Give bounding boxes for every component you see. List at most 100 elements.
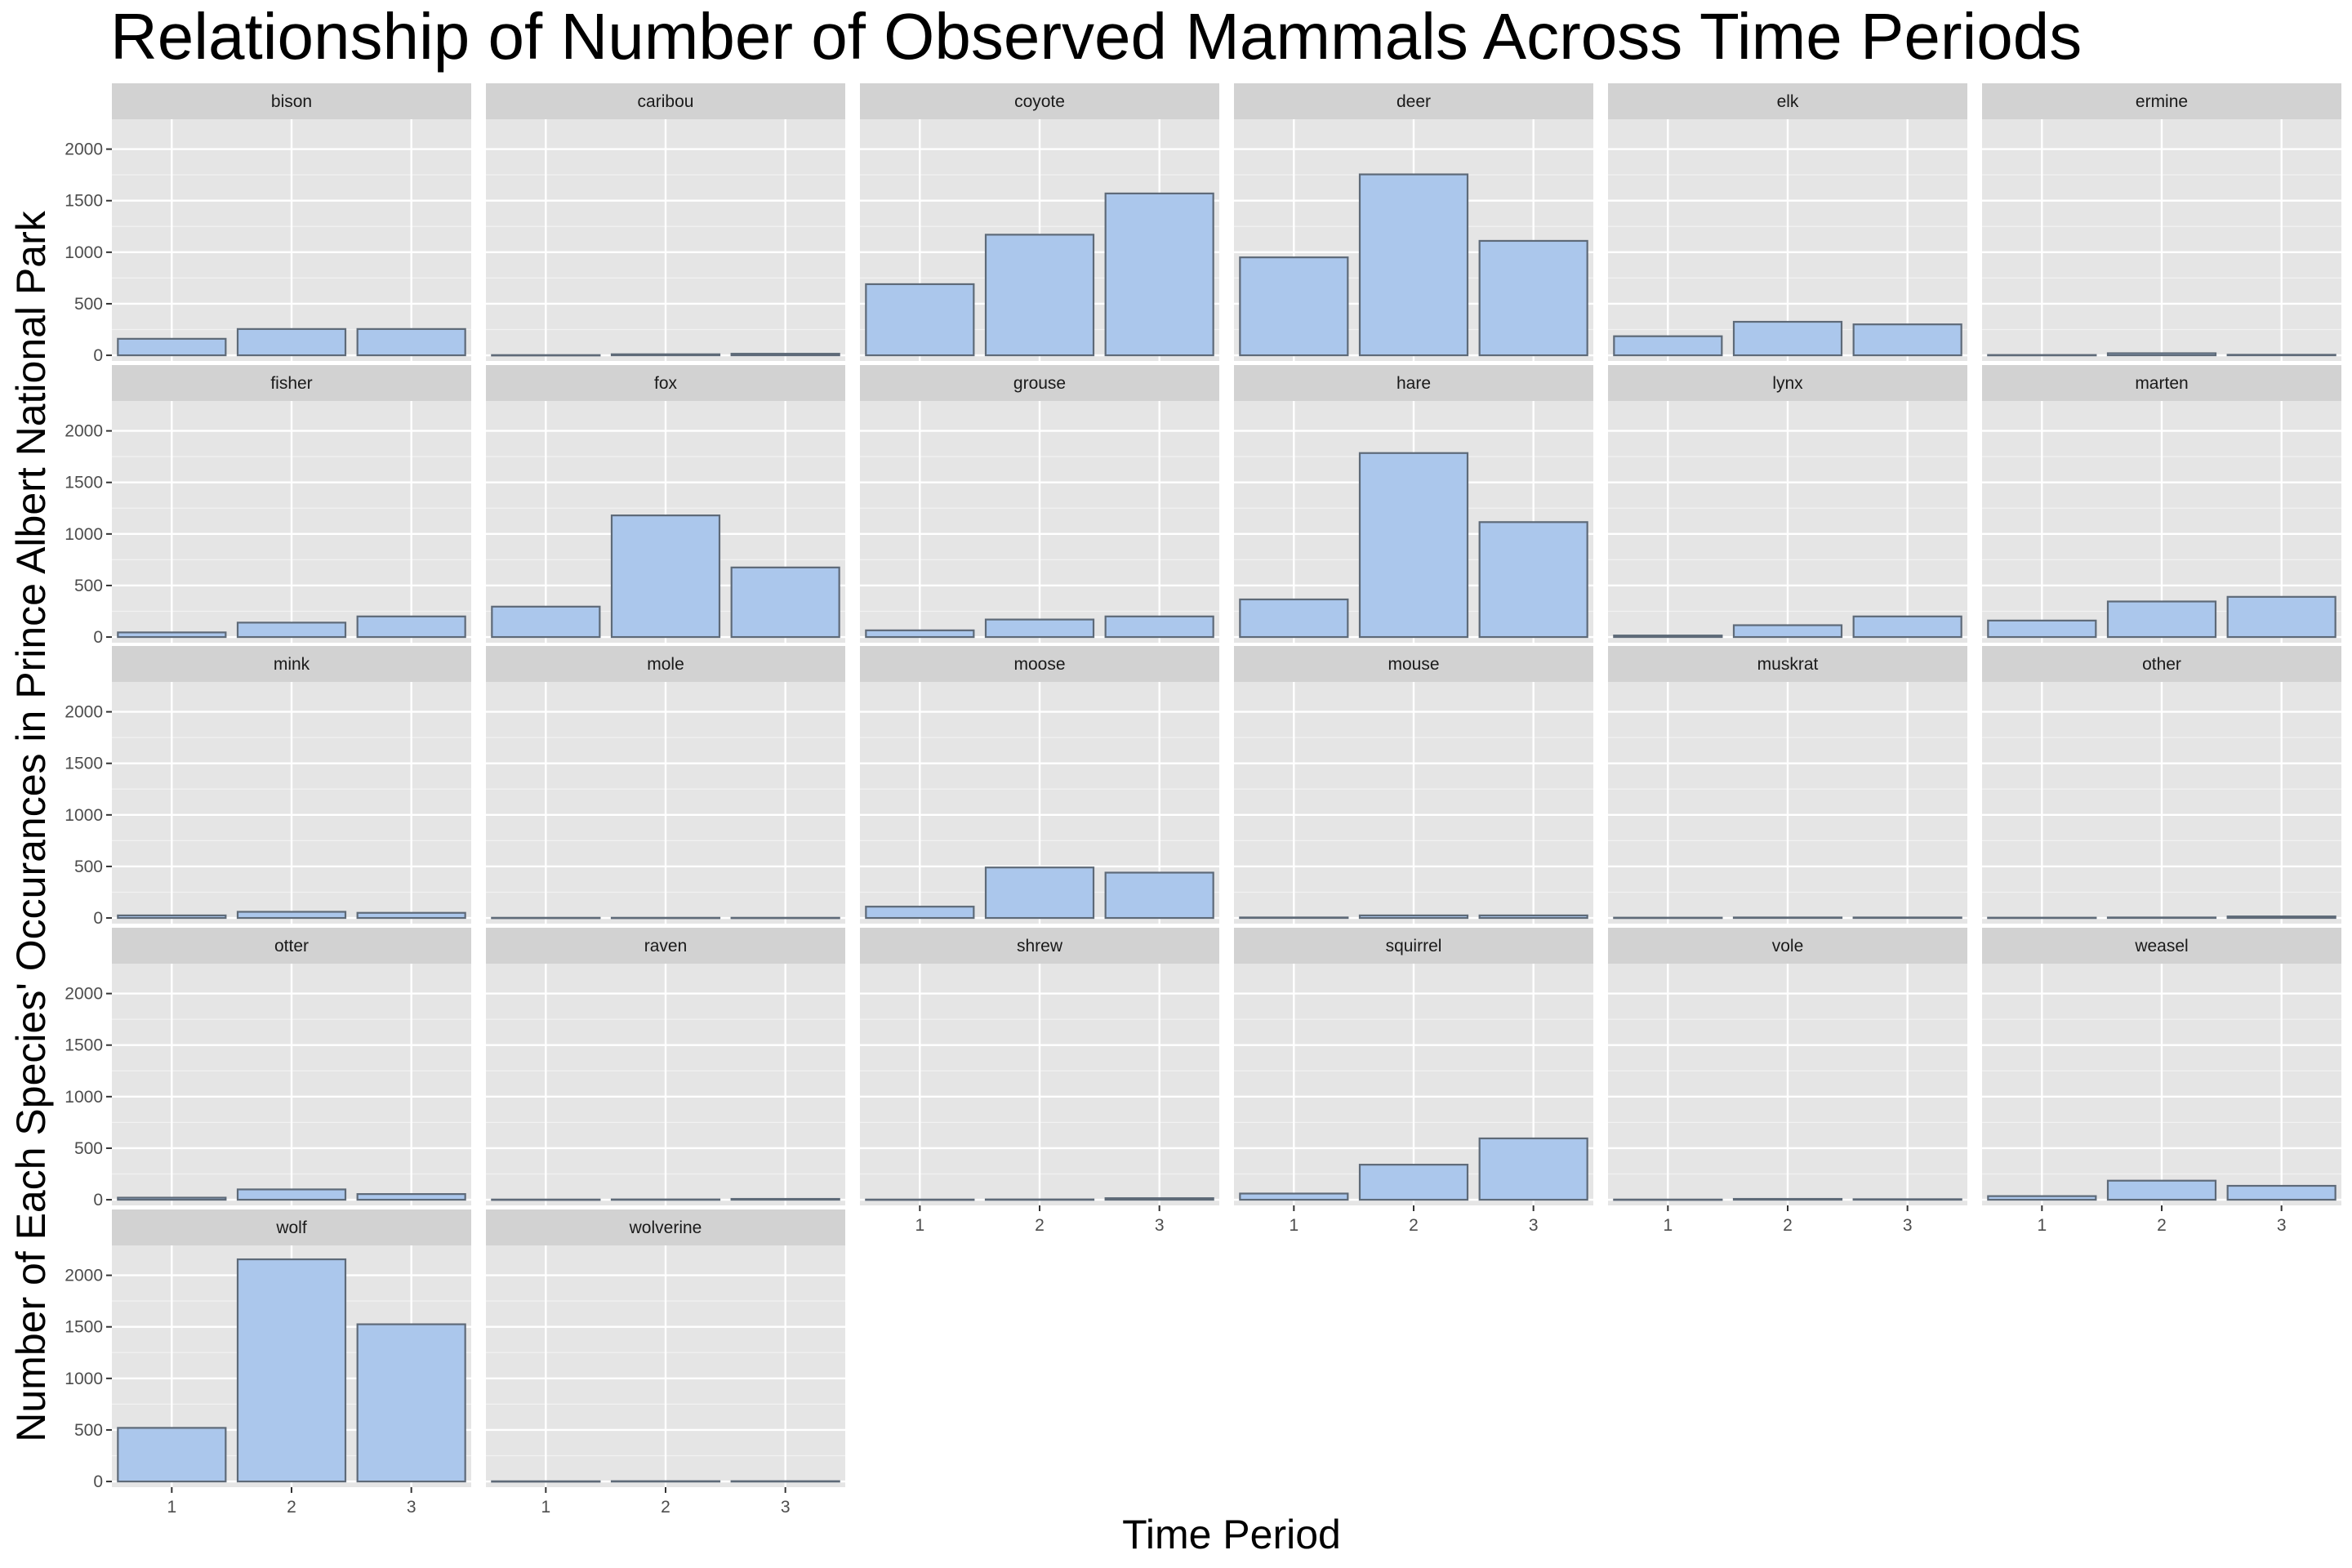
bar-bison-3 bbox=[356, 327, 466, 357]
bar-ermine-2 bbox=[2106, 352, 2217, 357]
facet-strip bbox=[486, 1209, 845, 1245]
facet-strip bbox=[1982, 646, 2341, 682]
bar-ermine-1 bbox=[1987, 354, 2097, 357]
x-tick-label: 3 bbox=[781, 1498, 791, 1517]
facet-strip bbox=[486, 365, 845, 401]
facet-weasel: weasel 1 2 3 bbox=[1982, 928, 2341, 1235]
bar-hare-1 bbox=[1239, 598, 1349, 639]
bar-fisher-3 bbox=[356, 615, 466, 639]
facet-strip bbox=[486, 646, 845, 682]
y-tick-label: 1000 bbox=[65, 1088, 103, 1107]
facet-mouse: mouse bbox=[1234, 646, 1593, 924]
facet-hare: hare bbox=[1234, 365, 1593, 643]
bar-caribou-1 bbox=[491, 354, 601, 357]
bar-fisher-2 bbox=[236, 621, 347, 639]
facet-label: deer bbox=[1396, 92, 1431, 111]
bar-mink-2 bbox=[236, 911, 347, 920]
bar-lynx-1 bbox=[1613, 635, 1723, 639]
facet-strip bbox=[1982, 365, 2341, 401]
facet-raven: raven bbox=[486, 928, 845, 1205]
bar-marten-1 bbox=[1987, 619, 2097, 639]
x-tick-label: 1 bbox=[167, 1498, 176, 1517]
y-axis-title: Number of Each Species' Occurances in Pr… bbox=[8, 210, 54, 1441]
facet-moose: moose bbox=[860, 646, 1219, 924]
y-tick-label: 2000 bbox=[65, 1267, 103, 1285]
bar-otter-1 bbox=[117, 1196, 227, 1201]
bar-caribou-2 bbox=[610, 353, 721, 357]
facet-label: other bbox=[2142, 655, 2181, 674]
x-tick-label: 3 bbox=[1903, 1216, 1913, 1235]
facet-grouse: grouse bbox=[860, 365, 1219, 643]
facet-bison: bison 0 500 1000 1500 2000 bbox=[65, 83, 471, 365]
y-tick-label: 500 bbox=[74, 577, 103, 595]
facet-coyote: coyote bbox=[860, 83, 1219, 361]
bar-moose-3 bbox=[1104, 871, 1214, 920]
bar-wolverine-1 bbox=[491, 1480, 601, 1483]
y-tick-label: 0 bbox=[93, 1191, 103, 1209]
facet-strip bbox=[112, 928, 471, 964]
bar-ermine-3 bbox=[2226, 354, 2336, 357]
facet-label: weasel bbox=[2134, 937, 2188, 956]
facet-strip bbox=[1982, 928, 2341, 964]
y-tick-label: 0 bbox=[93, 346, 103, 365]
y-tick-label: 2000 bbox=[65, 422, 103, 441]
bar-elk-3 bbox=[1852, 323, 1962, 357]
facet-label: otter bbox=[274, 937, 309, 956]
bar-weasel-3 bbox=[2226, 1184, 2336, 1201]
y-tick-label: 0 bbox=[93, 628, 103, 647]
facet-strip bbox=[1234, 83, 1593, 119]
facet-label: vole bbox=[1772, 937, 1804, 956]
facet-strip bbox=[486, 83, 845, 119]
facet-label: ermine bbox=[2136, 92, 2188, 111]
bar-muskrat-3 bbox=[1852, 916, 1962, 920]
y-tick-label: 1000 bbox=[65, 1370, 103, 1388]
facet-wolverine: wolverine 1 2 3 bbox=[486, 1209, 845, 1517]
facet-mole: mole bbox=[486, 646, 845, 924]
facet-label: fox bbox=[654, 374, 678, 393]
facet-label: marten bbox=[2135, 374, 2188, 393]
bar-coyote-2 bbox=[984, 234, 1095, 357]
facet-deer: deer bbox=[1234, 83, 1593, 361]
bar-marten-3 bbox=[2226, 595, 2336, 639]
bar-vole-2 bbox=[1732, 1197, 1843, 1201]
facet-label: wolf bbox=[275, 1218, 307, 1237]
facet-strip bbox=[1608, 646, 1967, 682]
x-tick-label: 1 bbox=[1289, 1216, 1298, 1235]
facet-ermine: ermine bbox=[1982, 83, 2341, 361]
x-tick-label: 1 bbox=[541, 1498, 550, 1517]
x-tick-label: 3 bbox=[407, 1498, 416, 1517]
y-tick-label: 500 bbox=[74, 858, 103, 876]
bar-squirrel-3 bbox=[1478, 1137, 1588, 1201]
facet-strip bbox=[1608, 365, 1967, 401]
bar-fox-1 bbox=[491, 605, 601, 639]
facet-fox: fox bbox=[486, 365, 845, 643]
y-tick-label: 1500 bbox=[65, 1036, 103, 1055]
bar-hare-2 bbox=[1358, 452, 1469, 639]
y-tick-label: 2000 bbox=[65, 140, 103, 159]
bar-deer-3 bbox=[1478, 239, 1588, 357]
facet-strip bbox=[1608, 928, 1967, 964]
y-tick-label: 1500 bbox=[65, 474, 103, 492]
x-tick-label: 2 bbox=[1409, 1216, 1419, 1235]
x-tick-label: 2 bbox=[287, 1498, 296, 1517]
facet-label: shrew bbox=[1017, 937, 1063, 956]
x-tick-label: 1 bbox=[915, 1216, 924, 1235]
bar-wolf-2 bbox=[236, 1258, 347, 1483]
facet-strip bbox=[1234, 646, 1593, 682]
x-tick-label: 2 bbox=[661, 1498, 670, 1517]
bar-mink-1 bbox=[117, 914, 227, 920]
y-tick-label: 2000 bbox=[65, 703, 103, 722]
facet-strip bbox=[1982, 83, 2341, 119]
bar-wolverine-3 bbox=[730, 1480, 840, 1483]
facet-label: mink bbox=[274, 655, 310, 674]
facet-otter: otter 0 500 1000 1500 2000 bbox=[65, 928, 471, 1209]
bar-mole-1 bbox=[491, 916, 601, 920]
facet-strip bbox=[860, 928, 1219, 964]
facet-marten: marten bbox=[1982, 365, 2341, 643]
facet-label: hare bbox=[1396, 374, 1431, 393]
y-tick-label: 1500 bbox=[65, 755, 103, 773]
y-tick-label: 0 bbox=[93, 1472, 103, 1491]
bar-weasel-2 bbox=[2106, 1179, 2217, 1201]
facet-label: grouse bbox=[1013, 374, 1066, 393]
